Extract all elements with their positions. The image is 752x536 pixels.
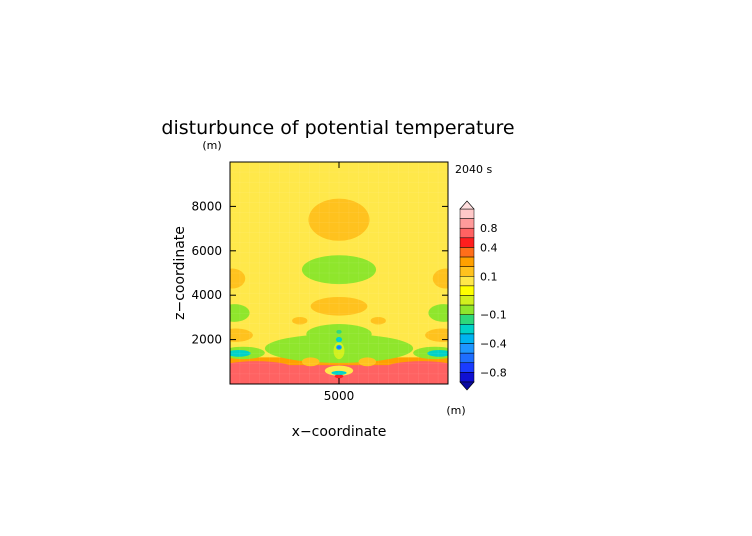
colorbar-band: [459, 352, 475, 364]
contour-region-14: [358, 357, 377, 367]
contour-region-3: [384, 361, 448, 376]
contour-region-12: [306, 324, 372, 345]
colorbar-band: [459, 285, 475, 296]
contour-region-22: [230, 328, 253, 342]
colorbar-band: [459, 237, 475, 248]
colorbar-tick-label: −0.4: [480, 338, 507, 351]
contour-region-28: [432, 268, 448, 289]
contour-region-2: [230, 361, 294, 376]
colorbar: 0.8 0.4 0.1 −0.1 −0.4 −0.8: [459, 200, 507, 391]
y-tick-label: 6000: [191, 244, 222, 258]
colorbar-band: [459, 343, 475, 354]
colorbar-band: [459, 208, 475, 219]
contour-region-18: [335, 336, 343, 343]
plot-area: [230, 162, 448, 384]
contour-region-24: [230, 304, 250, 322]
colorbar-band: [459, 372, 475, 383]
colorbar-band: [459, 218, 475, 229]
colorbar-band: [459, 304, 475, 315]
colorbar-under-arrow: [459, 381, 475, 391]
colorbar-band: [459, 227, 475, 239]
contour-region-11: [427, 350, 448, 357]
contour-region-21: [370, 316, 386, 325]
colorbar-band: [459, 276, 475, 287]
colorbar-tick-label: 0.4: [480, 241, 498, 254]
contour-region-6: [331, 370, 347, 375]
x-unit-label: (m): [446, 404, 465, 417]
contour-region-5: [334, 374, 344, 379]
colorbar-over-arrow: [459, 200, 475, 210]
y-tick-label: 8000: [191, 199, 222, 213]
x-axis-label: x−coordinate: [292, 424, 387, 440]
colorbar-band: [459, 295, 475, 306]
chart-title: disturbunce of potential temperature: [161, 117, 514, 139]
colorbar-tick-label: 0.1: [480, 270, 498, 283]
time-label: 2040 s: [455, 163, 492, 176]
contour-region-23: [425, 328, 448, 342]
colorbar-tick-label: −0.1: [480, 309, 507, 322]
contour-region-19: [336, 329, 342, 334]
contour-region-10: [230, 350, 251, 357]
contour-region-17: [337, 346, 341, 349]
contour-region-26: [310, 296, 368, 316]
y-tick-label: 4000: [191, 288, 222, 302]
contour-region-29: [301, 255, 377, 285]
colorbar-band: [459, 266, 475, 277]
y-axis-label: z−coordinate: [172, 226, 188, 320]
contour-region-20: [292, 316, 308, 325]
contour-region-15: [333, 342, 345, 360]
colorbar-band: [459, 247, 475, 258]
contour-region-25: [428, 304, 448, 322]
y-tick-label: 2000: [191, 333, 222, 347]
contour-region-30: [308, 198, 370, 241]
x-tick-label: 5000: [324, 389, 355, 403]
colorbar-band: [459, 333, 475, 344]
contour-region-27: [230, 268, 246, 289]
colorbar-tick-label: −0.8: [480, 366, 507, 379]
colorbar-tick-label: 0.8: [480, 222, 498, 235]
colorbar-band: [459, 256, 475, 267]
y-unit-label: (m): [202, 139, 221, 152]
colorbar-band: [459, 324, 475, 335]
colorbar-band: [459, 314, 475, 325]
contour-region-13: [301, 357, 320, 367]
colorbar-band: [459, 362, 475, 373]
